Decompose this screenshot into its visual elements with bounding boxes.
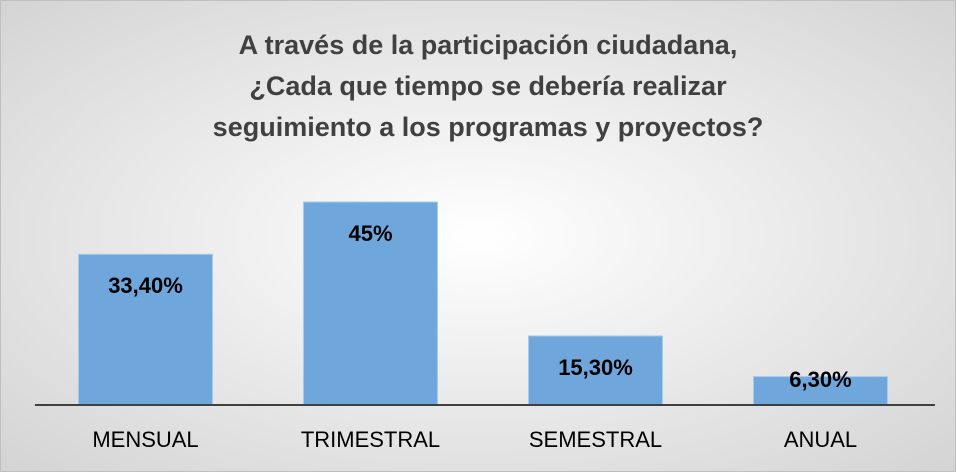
data-label: 15,30% [558, 355, 633, 380]
data-label: 45% [348, 221, 392, 246]
x-tick-label: SEMESTRAL [529, 427, 662, 452]
x-tick-label: ANUAL [784, 427, 857, 452]
data-label: 33,40% [108, 273, 183, 298]
bar [303, 201, 438, 406]
bar [528, 335, 663, 406]
x-tick-label: MENSUAL [92, 427, 198, 452]
chart-title: A través de la participación ciudadana, [239, 30, 738, 60]
x-tick-label: TRIMESTRAL [301, 427, 440, 452]
bar [78, 253, 213, 406]
data-label: 6,30% [789, 367, 851, 392]
chart-title: seguimiento a los programas y proyectos? [213, 112, 764, 142]
chart-title: ¿Cada que tiempo se debería realizar [249, 71, 727, 101]
